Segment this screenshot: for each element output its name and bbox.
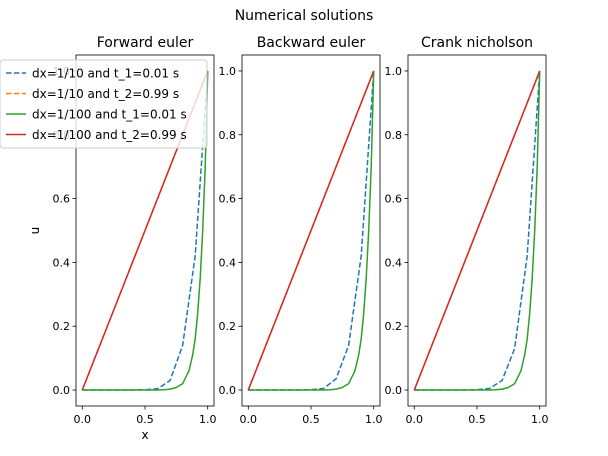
legend-entry-4: dx=1/100 and t_2=0.99 s [32, 128, 187, 142]
y-tick-label: 0.4 [53, 256, 71, 269]
legend: dx=1/10 and t_1=0.01 s dx=1/10 and t_2=0.… [0, 59, 208, 149]
series-line-4 [413, 70, 541, 391]
y-tick-label: 0.0 [53, 384, 71, 397]
subplot-title: Backward euler [257, 35, 366, 51]
y-axis-label: u [28, 227, 42, 235]
subplot-1: 0.00.51.00.00.20.40.60.81.0Forward euler… [28, 35, 216, 442]
y-tick-label: 0.8 [219, 129, 237, 142]
y-tick-label: 0.8 [385, 129, 403, 142]
subplot-title: Forward euler [97, 35, 194, 51]
subplot-2: 0.0 0.5 1.0 0.0 0.2 0.4 0.6 0.8 1.0 Backward eule… [219, 35, 383, 426]
y-tick-label: 0.2 [53, 320, 71, 333]
legend-box [0, 59, 208, 149]
y-tick-label: 0.6 [385, 193, 403, 206]
series-group [247, 70, 375, 391]
figure-suptitle: Numerical solutions [235, 8, 374, 24]
y-tick-label: 1.0 [385, 65, 403, 78]
y-tick-label: 0.6 [219, 193, 237, 206]
series-line-3 [82, 70, 209, 391]
y-tick-label: 0.4 [385, 256, 403, 269]
y-tick-label: 0.0 [385, 384, 403, 397]
y-tick-label: 0.6 [53, 193, 71, 206]
x-tick-label: 0.5 [468, 413, 486, 426]
subplot-title: Crank nicholson [421, 35, 533, 51]
y-tick-label: 0.2 [385, 320, 403, 333]
y-tick-label: 0.0 [219, 384, 237, 397]
x-tick-label: 0.0 [74, 413, 92, 426]
series-line-3 [414, 70, 541, 391]
x-tick-label: 0.0 [240, 413, 258, 426]
legend-entry-2: dx=1/10 and t_2=0.99 s [32, 87, 179, 101]
x-tick-label: 1.0 [531, 413, 549, 426]
x-tick-label: 0.5 [136, 413, 154, 426]
y-tick-label: 1.0 [219, 65, 237, 78]
series-group [413, 70, 541, 391]
x-tick-label: 0.0 [406, 413, 424, 426]
y-tick-label: 0.2 [219, 320, 237, 333]
legend-entry-3: dx=1/100 and t_1=0.01 s [32, 108, 187, 122]
subplot-3: 0.0 0.5 1.0 0.0 0.2 0.4 0.6 0.8 1.0 Crank nichols… [385, 35, 549, 426]
series-line-4 [247, 70, 375, 391]
x-tick-label: 1.0 [365, 413, 383, 426]
series-line-3 [248, 70, 375, 391]
x-tick-label: 1.0 [199, 413, 217, 426]
legend-entry-1: dx=1/10 and t_1=0.01 s [32, 67, 179, 81]
y-tick-label: 0.4 [219, 256, 237, 269]
x-tick-label: 0.5 [302, 413, 320, 426]
x-axis-label: x [141, 428, 148, 442]
subplots: 0.0 0.5 1.0 0.0 0.2 0.4 0.6 0.8 1.0 Forward euler… [28, 35, 548, 442]
